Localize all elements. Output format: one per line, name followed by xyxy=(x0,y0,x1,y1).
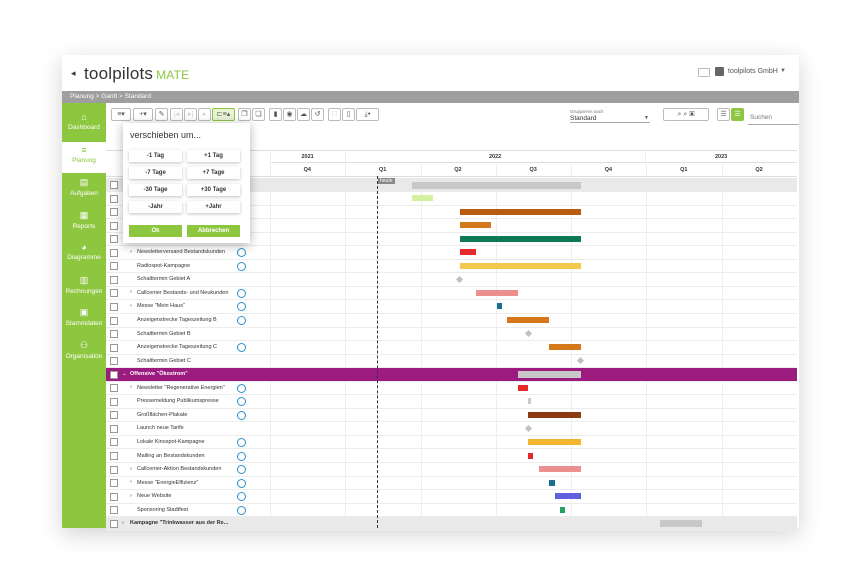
next-icon[interactable]: ▸ xyxy=(198,108,211,121)
today-line xyxy=(377,176,378,528)
breadcrumb-bar: Planung > Gantt > Standard xyxy=(62,91,799,103)
user-icon[interactable] xyxy=(715,67,724,76)
shift-button[interactable]: +1 Tag xyxy=(187,150,240,162)
shift-button[interactable]: +7 Tage xyxy=(187,167,240,179)
sidebar-item-organisation[interactable]: ⚇ Organisation xyxy=(62,337,106,368)
sidebar-item-label: Rechnungen xyxy=(65,287,103,295)
edit-icon[interactable]: ✎ xyxy=(155,108,168,121)
sidebar: ⌂ Dashboard ≡ Planung ▤ Aufgaben ▦ Reports ◕ Diag… xyxy=(62,103,106,528)
sidebar-item-diagramme[interactable]: ◕ Diagramme xyxy=(62,239,106,270)
history-icon[interactable]: ↺ xyxy=(311,108,324,121)
planning-icon: ≡ xyxy=(81,144,87,155)
sidebar-item-stammdaten[interactable]: ▣ Stammdaten xyxy=(62,304,106,335)
first-icon[interactable]: |◂ xyxy=(170,108,183,121)
sidebar-item-aufgaben[interactable]: ▤ Aufgaben xyxy=(62,174,106,205)
shift-button[interactable]: +Jahr xyxy=(187,201,240,213)
toolbar: ≡▾ +▾ ✎ |◂ ▸| ▸ ⊏≡▴ ❐ ❏ ▮ ◉ ☁ ↺ □ ▯ ⤓▾ G… xyxy=(106,103,799,125)
zoom-controls[interactable]: ⌕ ⌕ ▣ xyxy=(663,108,709,121)
sidebar-item-label: Planung xyxy=(72,156,96,164)
home-icon: ⌂ xyxy=(81,112,87,122)
row-divider xyxy=(106,529,797,531)
reports-icon: ▦ xyxy=(79,209,89,220)
last-icon[interactable]: ▸| xyxy=(184,108,197,121)
sidebar-item-label: Organisation xyxy=(65,352,103,360)
cloud-icon[interactable]: ☁ xyxy=(297,108,310,121)
group-by-label: Gruppieren nach xyxy=(570,109,604,114)
shift-button[interactable]: +30 Tage xyxy=(187,184,240,196)
company-name[interactable]: toolpilots GmbH xyxy=(728,68,778,75)
org-icon: ⚇ xyxy=(79,339,89,350)
sidebar-item-label: Aufgaben xyxy=(70,190,98,197)
logo: toolpilots MATE xyxy=(84,64,190,83)
shift-button[interactable]: -1 Tag xyxy=(129,150,182,162)
top-bar: ◂ toolpilots MATE toolpilots GmbH ▼ xyxy=(62,55,799,91)
square-icon[interactable]: □ xyxy=(328,108,341,121)
view-menu-button[interactable]: ≡▾ xyxy=(111,108,131,121)
eye-icon[interactable]: ◉ xyxy=(283,108,296,121)
invoice-icon: ▥ xyxy=(79,274,89,285)
chevron-down-icon[interactable]: ▼ xyxy=(644,115,649,121)
sidebar-item-label: Dashboard xyxy=(68,124,100,131)
export-button[interactable]: ⤓▾ xyxy=(356,108,379,121)
gantt-view-icon[interactable]: ☰ xyxy=(731,108,744,121)
shift-button[interactable]: -30 Tage xyxy=(129,184,182,196)
shift-button[interactable]: -7 Tage xyxy=(129,167,182,179)
tasks-icon: ▤ xyxy=(79,177,89,187)
sidebar-item-label: Diagramme xyxy=(67,254,101,261)
image-icon: ▣ xyxy=(79,307,89,317)
document-icon[interactable]: ▯ xyxy=(342,108,355,121)
message-icon[interactable] xyxy=(698,68,710,77)
copy-icon[interactable]: ❐ xyxy=(238,108,251,121)
sidebar-item-label: Stammdaten xyxy=(65,320,103,327)
sidebar-item-label: Reports xyxy=(72,222,96,230)
breadcrumb[interactable]: Planung > Gantt > Standard xyxy=(70,93,151,100)
delete-icon[interactable]: ▮ xyxy=(269,108,282,121)
shift-button[interactable]: -Jahr xyxy=(129,201,182,213)
sidebar-item-rechnungen[interactable]: ▥ Rechnungen xyxy=(62,272,106,303)
shift-menu-button[interactable]: ⊏≡▴ xyxy=(212,108,235,121)
shift-popup: verschieben um... -1 Tag +1 Tag -7 Tage +7 … xyxy=(123,123,250,243)
sidebar-item-dashboard[interactable]: ⌂ Dashboard xyxy=(62,109,106,140)
chevron-down-icon[interactable]: ▼ xyxy=(780,68,786,74)
ok-button[interactable]: Ok xyxy=(129,225,182,237)
back-arrow-icon[interactable]: ◂ xyxy=(71,68,76,78)
add-button[interactable]: +▾ xyxy=(133,108,153,121)
duplicate-icon[interactable]: ❏ xyxy=(252,108,265,121)
group-by-select[interactable]: Standard xyxy=(570,115,650,123)
search-input[interactable] xyxy=(748,110,799,125)
pie-chart-icon: ◕ xyxy=(81,242,87,252)
popup-title: verschieben um... xyxy=(130,130,202,140)
list-view-icon[interactable]: ☰ xyxy=(717,108,730,121)
cancel-button[interactable]: Abbrechen xyxy=(187,225,240,237)
sidebar-item-reports[interactable]: ▦ Reports xyxy=(62,207,106,238)
sidebar-item-planung[interactable]: ≡ Planung xyxy=(62,141,106,173)
today-label: heute xyxy=(378,178,395,184)
